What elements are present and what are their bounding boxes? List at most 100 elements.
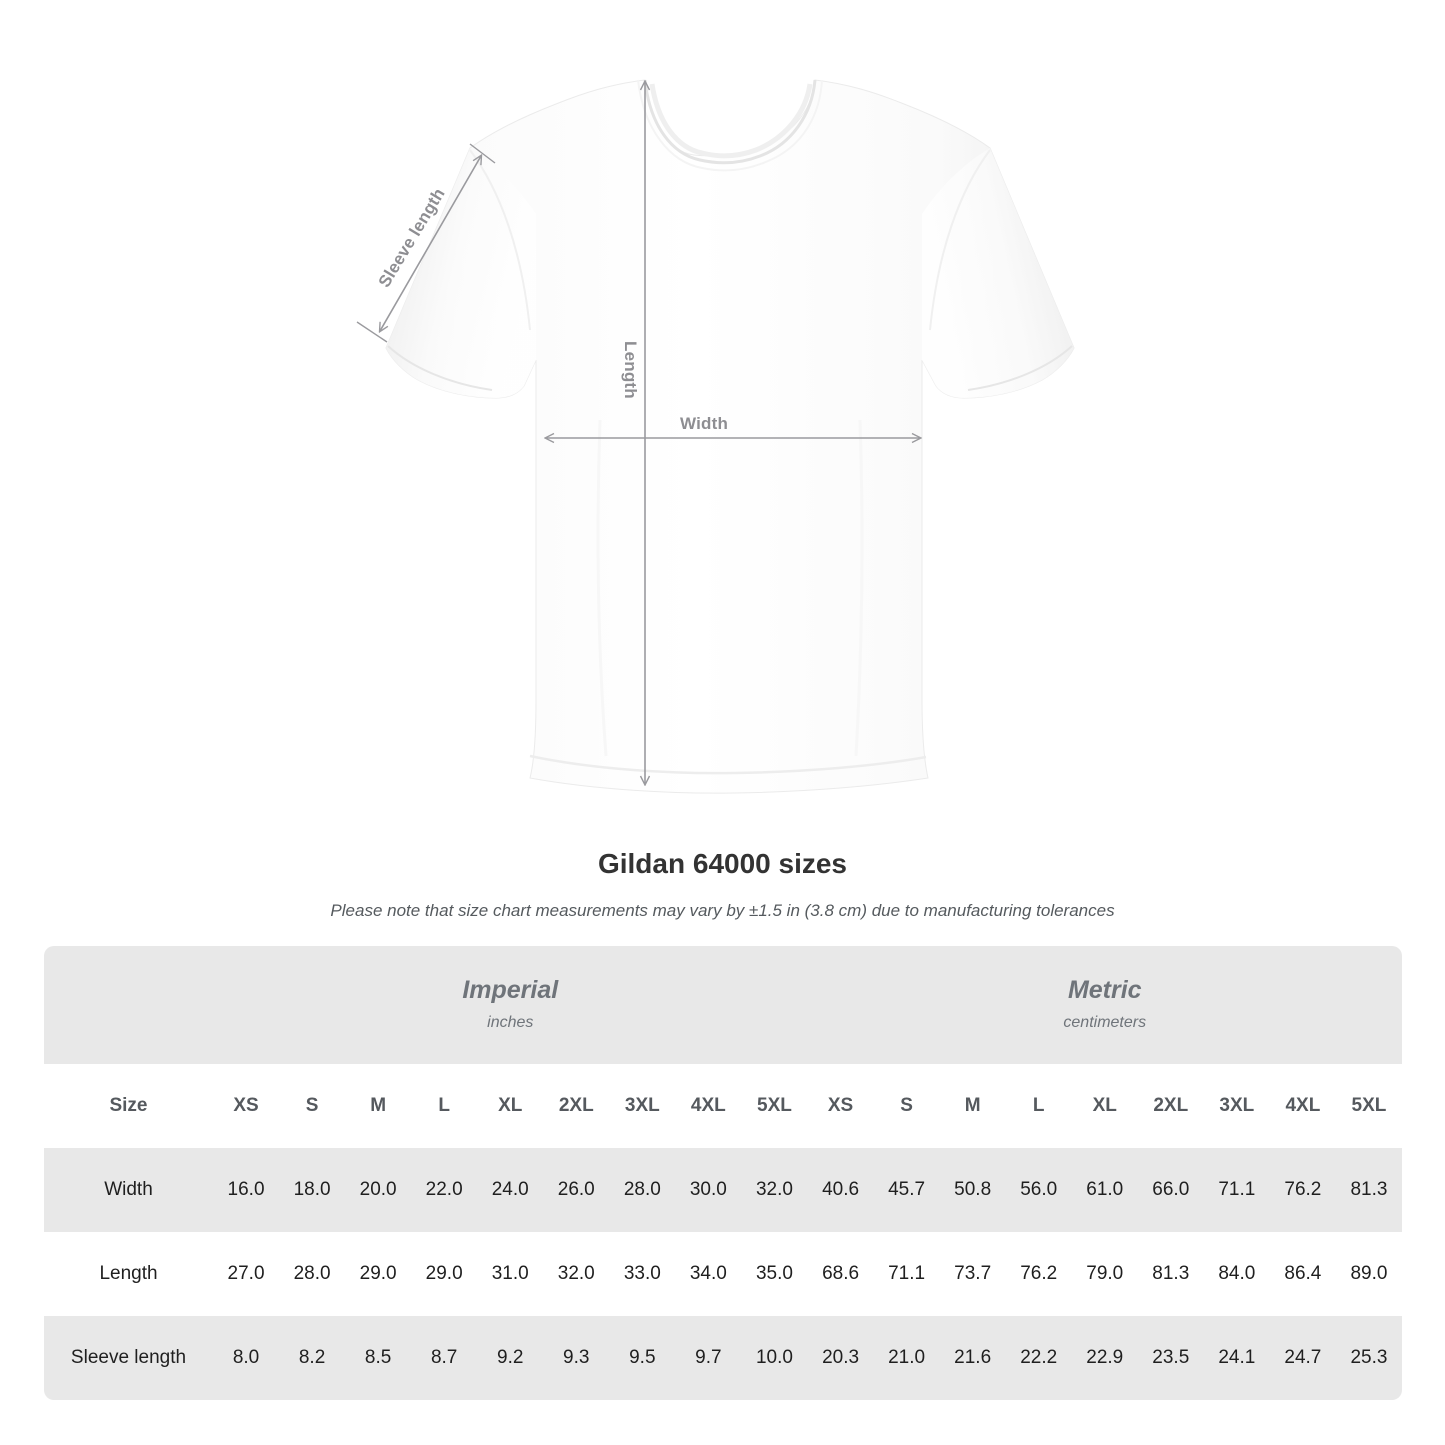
header-size-imperial-4xl: 4XL (675, 1064, 742, 1148)
unit-group-metric-name: Metric (1067, 976, 1142, 1004)
cell-length-imperial-2xl: 32.0 (543, 1232, 610, 1316)
cell-width-metric-s: 45.7 (873, 1148, 940, 1232)
header-size-metric-3xl: 3XL (1203, 1064, 1270, 1148)
cell-width-metric-l: 56.0 (1005, 1148, 1072, 1232)
header-size-imperial-xl: XL (477, 1064, 544, 1148)
cell-length-metric-l: 76.2 (1005, 1232, 1072, 1316)
cell-width-metric-m: 50.8 (939, 1148, 1006, 1232)
cell-length-metric-3xl: 84.0 (1203, 1232, 1270, 1316)
header-size-imperial-5xl: 5XL (741, 1064, 808, 1148)
size-header-row: Size XS S M L XL 2XL 3XL 4XL 5XL XS S M … (44, 1064, 1402, 1148)
cell-length-imperial-xl: 31.0 (477, 1232, 544, 1316)
tshirt-illustration (356, 79, 1075, 794)
cell-length-imperial-s: 28.0 (279, 1232, 346, 1316)
cell-length-imperial-xs: 27.0 (213, 1232, 280, 1316)
sleeve-tick-bottom (356, 321, 388, 343)
cell-length-imperial-m: 29.0 (345, 1232, 412, 1316)
cell-length-imperial-l: 29.0 (411, 1232, 478, 1316)
table-row: Sleeve length 8.0 8.2 8.5 8.7 9.2 9.3 9.… (44, 1316, 1402, 1400)
cell-length-metric-s: 71.1 (873, 1232, 940, 1316)
header-size-metric-m: M (939, 1064, 1006, 1148)
title-block: Gildan 64000 sizes Please note that size… (0, 845, 1445, 922)
table-row: Length 27.0 28.0 29.0 29.0 31.0 32.0 33.… (44, 1232, 1402, 1316)
sleeve-length-arrow (380, 156, 481, 331)
cell-width-metric-2xl: 66.0 (1137, 1148, 1204, 1232)
cell-sleeve-imperial-xs: 8.0 (213, 1316, 280, 1400)
cell-sleeve-metric-5xl: 25.3 (1335, 1316, 1402, 1400)
cell-sleeve-imperial-l: 8.7 (411, 1316, 478, 1400)
cell-sleeve-metric-4xl: 24.7 (1269, 1316, 1336, 1400)
length-label: Length (621, 341, 640, 399)
cell-sleeve-imperial-xl: 9.2 (477, 1316, 544, 1400)
cell-width-metric-3xl: 71.1 (1203, 1148, 1270, 1232)
tshirt-diagram: Sleeve length Length Width (356, 79, 1075, 794)
unit-group-imperial: Imperial inches (213, 946, 808, 1064)
row-label-length: Length (44, 1232, 213, 1316)
header-size-metric-l: L (1005, 1064, 1072, 1148)
page-title: Gildan 64000 sizes (597, 848, 848, 879)
unit-group-imperial-name: Imperial (462, 976, 559, 1004)
cell-length-metric-4xl: 86.4 (1269, 1232, 1336, 1316)
cell-width-metric-xs: 40.6 (807, 1148, 874, 1232)
row-label-sleeve-length: Sleeve length (44, 1316, 213, 1400)
header-size-imperial-xs: XS (213, 1064, 280, 1148)
cell-length-imperial-5xl: 35.0 (741, 1232, 808, 1316)
sleeve-tick-top (469, 143, 496, 164)
cell-length-metric-xs: 68.6 (807, 1232, 874, 1316)
cell-length-metric-5xl: 89.0 (1335, 1232, 1402, 1316)
cell-sleeve-metric-l: 22.2 (1005, 1316, 1072, 1400)
cell-width-metric-xl: 61.0 (1071, 1148, 1138, 1232)
cell-length-imperial-3xl: 33.0 (609, 1232, 676, 1316)
cell-length-imperial-4xl: 34.0 (675, 1232, 742, 1316)
cell-sleeve-imperial-5xl: 10.0 (741, 1316, 808, 1400)
unit-group-imperial-sub: inches (487, 1014, 534, 1031)
tshirt-shape (385, 79, 1075, 794)
header-size-imperial-2xl: 2XL (543, 1064, 610, 1148)
cell-width-imperial-4xl: 30.0 (675, 1148, 742, 1232)
cell-sleeve-imperial-2xl: 9.3 (543, 1316, 610, 1400)
unit-group-metric-sub: centimeters (1063, 1014, 1147, 1031)
header-size-metric-xs: XS (807, 1064, 874, 1148)
header-size-metric-s: S (873, 1064, 940, 1148)
cell-length-metric-2xl: 81.3 (1137, 1232, 1204, 1316)
header-size-metric-xl: XL (1071, 1064, 1138, 1148)
cell-width-imperial-m: 20.0 (345, 1148, 412, 1232)
cell-sleeve-metric-xs: 20.3 (807, 1316, 874, 1400)
cell-width-metric-5xl: 81.3 (1335, 1148, 1402, 1232)
cell-width-imperial-xl: 24.0 (477, 1148, 544, 1232)
cell-sleeve-metric-2xl: 23.5 (1137, 1316, 1204, 1400)
table-row: Width 16.0 18.0 20.0 22.0 24.0 26.0 28.0… (44, 1148, 1402, 1232)
cell-sleeve-metric-m: 21.6 (939, 1316, 1006, 1400)
header-size-imperial-s: S (279, 1064, 346, 1148)
header-size-imperial-l: L (411, 1064, 478, 1148)
cell-width-metric-4xl: 76.2 (1269, 1148, 1336, 1232)
cell-width-imperial-3xl: 28.0 (609, 1148, 676, 1232)
header-size-label: Size (44, 1064, 213, 1148)
cell-sleeve-metric-xl: 22.9 (1071, 1316, 1138, 1400)
cell-sleeve-imperial-3xl: 9.5 (609, 1316, 676, 1400)
size-chart-table-wrapper: Imperial inches Metric centimeters Size … (44, 946, 1402, 1400)
cell-sleeve-metric-s: 21.0 (873, 1316, 940, 1400)
measurement-tolerance-note: Please note that size chart measurements… (330, 901, 1115, 920)
cell-sleeve-imperial-m: 8.5 (345, 1316, 412, 1400)
header-size-metric-2xl: 2XL (1137, 1064, 1204, 1148)
size-chart-table: Imperial inches Metric centimeters Size … (44, 946, 1402, 1400)
row-label-width: Width (44, 1148, 213, 1232)
cell-sleeve-imperial-4xl: 9.7 (675, 1316, 742, 1400)
cell-sleeve-metric-3xl: 24.1 (1203, 1316, 1270, 1400)
header-size-metric-5xl: 5XL (1335, 1064, 1402, 1148)
cell-width-imperial-5xl: 32.0 (741, 1148, 808, 1232)
cell-width-imperial-xs: 16.0 (213, 1148, 280, 1232)
unit-banner-spacer (44, 946, 213, 1064)
cell-sleeve-imperial-s: 8.2 (279, 1316, 346, 1400)
width-label: Width (680, 414, 729, 433)
cell-length-metric-m: 73.7 (939, 1232, 1006, 1316)
header-size-imperial-m: M (345, 1064, 412, 1148)
measurement-lines (356, 82, 920, 784)
cell-length-metric-xl: 79.0 (1071, 1232, 1138, 1316)
unit-group-metric: Metric centimeters (807, 946, 1402, 1064)
cell-width-imperial-l: 22.0 (411, 1148, 478, 1232)
header-size-metric-4xl: 4XL (1269, 1064, 1336, 1148)
header-size-imperial-3xl: 3XL (609, 1064, 676, 1148)
cell-width-imperial-2xl: 26.0 (543, 1148, 610, 1232)
